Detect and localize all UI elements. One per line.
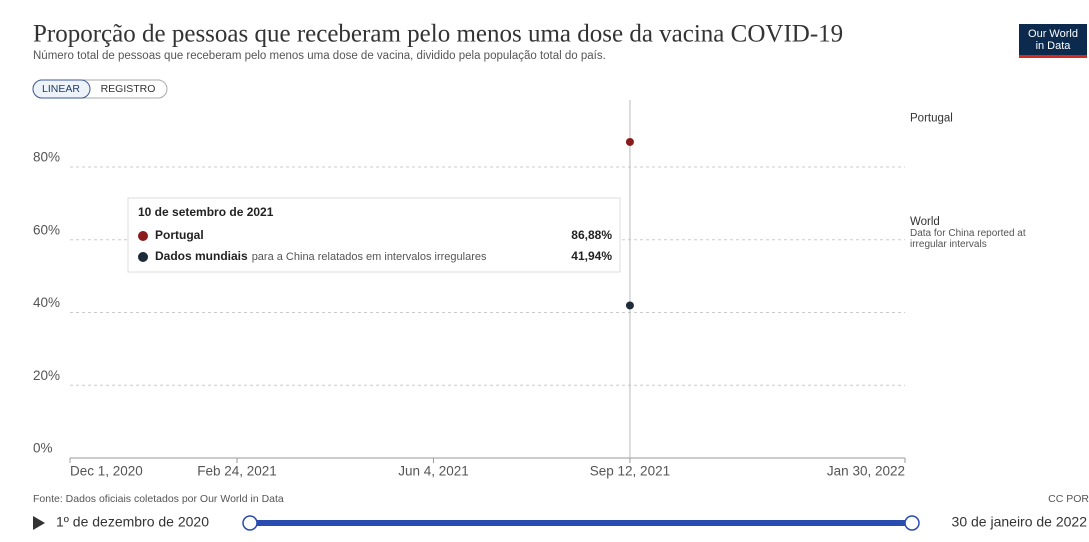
chart-subtitle: Número total de pessoas que receberam pe… <box>33 50 606 62</box>
timeline-handle[interactable] <box>242 515 258 531</box>
timeline-start: 1º de dezembro de 2020 <box>56 514 209 530</box>
timeline-handle[interactable] <box>904 515 920 531</box>
logo-text: Our World <box>1028 28 1078 40</box>
chart-title: Proporção de pessoas que receberam pelo … <box>33 21 843 48</box>
tooltip-note: para a China relatados em intervalos irr… <box>252 251 487 263</box>
y-tick-label: 40% <box>33 295 60 310</box>
scale-button[interactable]: LINEAR <box>42 83 80 95</box>
y-tick-label: 60% <box>33 222 60 237</box>
tooltip: 10 de setembro de 2021 Portugal 86,88% Dado… <box>127 197 621 273</box>
logo <box>1019 24 1087 58</box>
scale-button-active[interactable] <box>32 79 91 99</box>
line-label: World <box>910 216 940 228</box>
y-tick-label: 80% <box>33 150 60 165</box>
tooltip-swatch <box>138 231 148 241</box>
tooltip-name: Dados mundiais <box>155 249 248 263</box>
x-tick-label: Feb 24, 2021 <box>197 464 277 479</box>
tooltip-value: 41,94% <box>571 249 612 263</box>
timeline-end: 30 de janeiro de 2022 <box>952 514 1088 530</box>
y-tick-label: 20% <box>33 368 60 383</box>
x-tick-label: Sep 12, 2021 <box>590 464 670 479</box>
x-tick-label: Dec 1, 2020 <box>70 464 143 479</box>
scale-button[interactable]: REGISTRO <box>101 83 156 95</box>
x-tick-label: Jun 4, 2021 <box>398 464 469 479</box>
license: CC POR <box>1048 493 1089 505</box>
y-tick-label: 0% <box>33 441 53 456</box>
tooltip-value: 86,88% <box>571 228 612 242</box>
x-tick-label: Jan 30, 2022 <box>827 464 905 479</box>
logo-stripe <box>1019 55 1087 58</box>
line-label: Portugal <box>910 113 953 125</box>
plot: 0% 20% 40% 60% 80% Dec 1, 2020 Feb 24, 2021 Jun… <box>33 100 1026 479</box>
tooltip-name: Portugal <box>155 228 204 242</box>
play-button[interactable] <box>33 516 45 530</box>
line-note: Data for China reported at irregular inte… <box>910 228 1026 250</box>
tooltip-swatch <box>138 252 148 262</box>
source: Fonte: Dados oficiais coletados por Our … <box>33 493 284 505</box>
hover-dot <box>625 137 634 146</box>
logo-text: in Data <box>1036 40 1072 52</box>
tooltip-title: 10 de setembro de 2021 <box>138 205 274 219</box>
hover-dot <box>625 301 634 310</box>
tooltip-box <box>127 197 621 273</box>
timeline-track <box>250 520 912 526</box>
